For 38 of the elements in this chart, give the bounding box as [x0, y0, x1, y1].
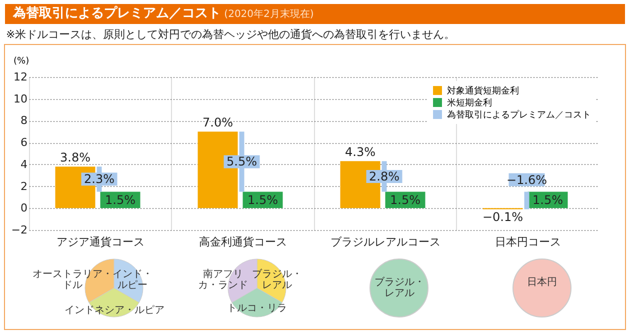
data-label: −1.6%: [506, 172, 548, 187]
data-label: 1.5%: [105, 192, 136, 207]
text: 日本円: [526, 277, 558, 288]
bar: [524, 192, 530, 210]
y-tick-label: 2: [20, 180, 28, 193]
x-tick-label: 日本円コース: [494, 236, 561, 248]
x-tick-label: アジア通貨コース: [56, 236, 144, 248]
text: インド・ルピー: [111, 269, 154, 291]
data-label: 4.3%: [345, 145, 376, 160]
text: インドネシア・ルピア: [63, 305, 166, 316]
chart-subtitle: (2020年2月末現在): [223, 9, 314, 20]
data-label: 2.3%: [84, 172, 114, 186]
text: 南アフリカ・ランド: [196, 269, 249, 291]
data-label: 5.5%: [226, 154, 257, 169]
data-label: 1.5%: [532, 192, 563, 207]
chart-title: 為替取引によるプレミアム／コスト: [13, 6, 221, 21]
legend-label: 対象通貨短期金利: [447, 86, 519, 96]
y-tick-label: 10: [14, 92, 28, 106]
y-tick-label: 8: [20, 114, 28, 128]
data-label: −0.1%: [482, 210, 524, 224]
y-axis-title: (%): [14, 56, 30, 66]
y-tick-label: 0: [20, 202, 28, 215]
text: トルコ・リラ: [226, 303, 288, 314]
x-tick-label: ブラジルレアルコース: [330, 236, 440, 248]
y-tick-label: 12: [14, 70, 28, 84]
text: ブラジル・レアル: [374, 277, 424, 299]
text: ※米ドルコースは、原則として対円での為替ヘッジや他の通貨への為替取引を行いません。: [6, 27, 456, 42]
legend-label: 米短期金利: [447, 98, 492, 108]
data-label: 3.8%: [60, 150, 90, 165]
data-label: 1.5%: [248, 192, 278, 207]
data-label: 2.8%: [369, 169, 400, 184]
data-label: 1.5%: [390, 192, 420, 207]
data-label: 7.0%: [202, 116, 233, 130]
y-tick-label: −2: [11, 224, 28, 236]
y-tick-label: 6: [20, 136, 28, 150]
legend-label: 為替取引によるプレミアム／コスト: [447, 110, 591, 120]
y-tick-label: 4: [20, 158, 28, 171]
x-tick-label: 高金利通貨コース: [198, 236, 287, 248]
